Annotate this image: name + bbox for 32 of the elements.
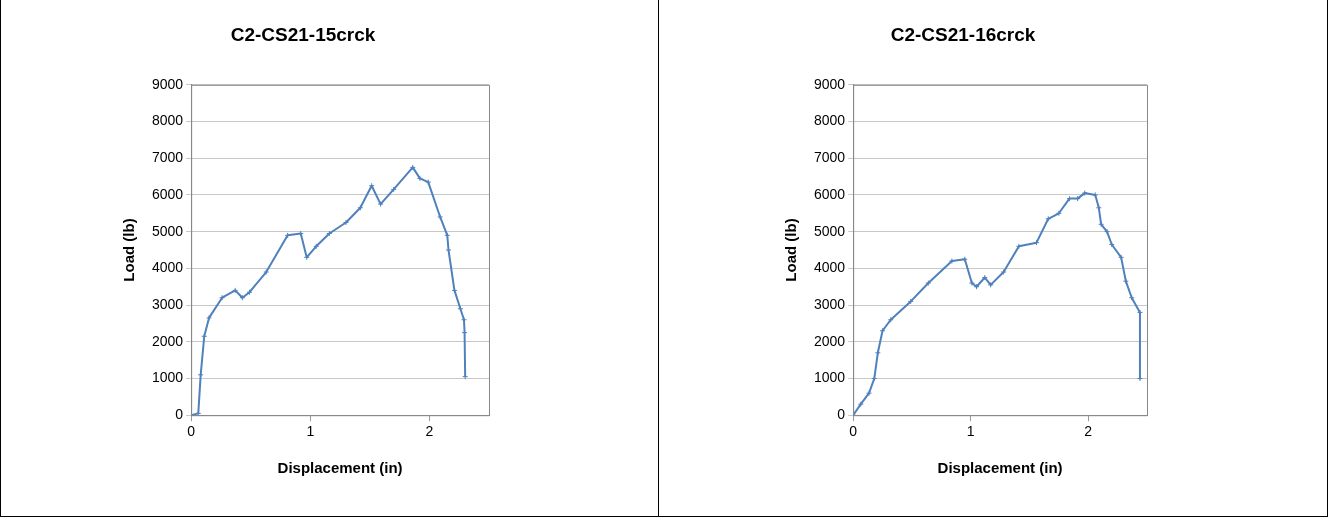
y-axis-title: Load (lb)	[120, 218, 138, 282]
y-tick-label: 0	[837, 406, 846, 423]
y-tick-label: 0	[175, 406, 184, 423]
x-tick-label: 0	[187, 423, 196, 440]
x-tick-label: 1	[966, 423, 975, 440]
y-tick-label: 3000	[813, 295, 846, 312]
chart-title: C2-CS21-16crck	[890, 23, 1036, 45]
x-tick-label: 1	[306, 423, 315, 440]
x-tick-label: 2	[425, 423, 434, 440]
y-tick-label: 1000	[151, 369, 184, 386]
y-tick-label: 8000	[151, 112, 184, 129]
y-tick-label: 5000	[151, 222, 184, 239]
x-tick-label: 0	[849, 423, 858, 440]
x-axis-title: Displacement (in)	[277, 459, 403, 477]
y-tick-label: 3000	[151, 295, 184, 312]
x-tick-label: 2	[1084, 423, 1093, 440]
y-tick-label: 7000	[151, 149, 184, 166]
y-tick-label: 2000	[151, 332, 184, 349]
y-tick-label: 7000	[813, 149, 846, 166]
y-tick-label: 4000	[813, 259, 846, 276]
y-tick-label: 2000	[813, 332, 846, 349]
y-tick-label: 5000	[813, 222, 846, 239]
chart-title: C2-CS21-15crck	[230, 23, 376, 45]
y-tick-label: 9000	[151, 75, 184, 92]
y-tick-label: 6000	[813, 185, 846, 202]
y-tick-label: 1000	[813, 369, 846, 386]
x-axis-title: Displacement (in)	[937, 459, 1063, 477]
y-tick-label: 4000	[151, 259, 184, 276]
y-tick-label: 9000	[813, 75, 846, 92]
y-tick-label: 8000	[813, 112, 846, 129]
y-axis-title: Load (lb)	[782, 218, 800, 282]
y-tick-label: 6000	[151, 185, 184, 202]
